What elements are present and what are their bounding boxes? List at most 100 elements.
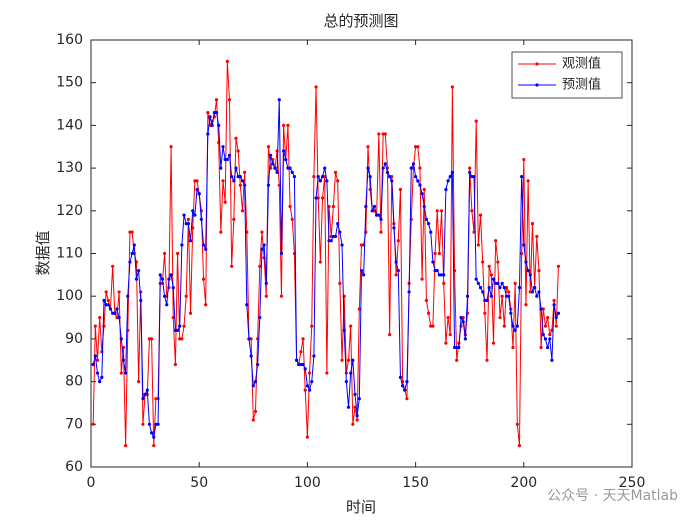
- data-point: [398, 375, 403, 379]
- data-point: [383, 162, 387, 166]
- data-point: [526, 179, 530, 183]
- data-point: [175, 328, 180, 332]
- data-point: [147, 422, 152, 426]
- data-point: [258, 315, 262, 320]
- data-point: [318, 179, 322, 183]
- data-point: [333, 170, 338, 174]
- data-point: [320, 196, 325, 200]
- data-point: [126, 294, 130, 298]
- data-point: [411, 162, 416, 166]
- data-point: [152, 444, 156, 448]
- data-point: [431, 324, 435, 328]
- data-point: [188, 311, 193, 315]
- data-point: [416, 179, 420, 183]
- data-point: [134, 277, 139, 281]
- data-point: [483, 311, 487, 315]
- legend-box: [511, 51, 623, 99]
- data-point: [426, 311, 431, 315]
- data-point: [481, 260, 485, 264]
- data-point: [418, 166, 422, 170]
- data-point: [344, 380, 348, 384]
- data-point: [128, 260, 132, 264]
- data-point: [461, 320, 465, 324]
- data-point: [156, 422, 160, 426]
- data-point: [457, 345, 461, 350]
- data-point: [305, 435, 309, 439]
- data-point: [303, 367, 307, 371]
- data-point: [502, 324, 506, 328]
- data-point: [301, 362, 305, 367]
- data-point: [390, 179, 394, 183]
- data-point: [496, 260, 500, 264]
- y-tick-label: 130: [56, 160, 83, 176]
- data-point: [478, 213, 483, 217]
- data-point: [124, 371, 128, 375]
- data-point: [530, 290, 535, 294]
- data-point: [227, 153, 232, 157]
- data-point: [537, 290, 541, 294]
- data-point: [396, 239, 400, 243]
- data-point: [171, 286, 175, 290]
- data-point: [108, 307, 113, 311]
- data-point: [498, 286, 502, 290]
- data-point: [238, 183, 242, 187]
- data-point: [474, 119, 478, 123]
- data-point: [307, 388, 312, 392]
- data-point: [95, 371, 100, 375]
- data-point: [405, 397, 409, 401]
- data-point: [388, 333, 392, 337]
- data-point: [556, 264, 561, 268]
- data-point: [325, 179, 329, 183]
- data-point: [405, 380, 409, 384]
- data-point: [288, 204, 292, 209]
- data-point: [210, 123, 214, 127]
- data-point: [548, 333, 552, 337]
- data-point: [204, 247, 208, 251]
- data-point: [448, 333, 452, 337]
- data-point: [113, 311, 117, 315]
- data-point: [219, 230, 223, 234]
- data-point: [141, 422, 145, 426]
- data-point: [310, 380, 314, 384]
- data-point: [312, 175, 316, 179]
- data-point: [507, 294, 511, 298]
- data-point: [338, 230, 342, 234]
- data-point: [550, 358, 554, 362]
- data-point: [191, 209, 195, 213]
- data-point: [424, 217, 429, 221]
- data-point: [160, 277, 165, 281]
- data-point: [537, 268, 541, 273]
- data-point: [204, 303, 208, 307]
- data-point: [162, 294, 167, 298]
- legend-label: 观测值: [562, 56, 601, 72]
- data-point: [197, 192, 201, 196]
- data-point: [543, 337, 548, 341]
- data-point: [498, 315, 502, 320]
- data-point: [470, 209, 474, 213]
- data-point: [403, 388, 407, 392]
- data-point: [329, 239, 333, 243]
- data-point: [279, 294, 284, 298]
- data-point: [180, 243, 184, 247]
- data-point: [137, 268, 141, 273]
- data-point: [394, 273, 398, 277]
- legend-marker: [535, 83, 539, 87]
- data-point: [522, 157, 526, 162]
- data-point: [314, 196, 318, 200]
- data-point: [320, 175, 325, 179]
- data-point: [106, 303, 110, 307]
- data-point: [546, 315, 550, 320]
- data-point: [141, 397, 145, 401]
- data-point: [437, 251, 442, 256]
- data-point: [269, 153, 273, 157]
- data-point: [314, 85, 318, 89]
- data-point: [383, 132, 387, 136]
- data-point: [206, 110, 210, 115]
- data-point: [145, 388, 149, 392]
- data-point: [91, 362, 95, 367]
- data-point: [243, 170, 247, 174]
- data-point: [184, 294, 188, 298]
- data-point: [271, 162, 275, 166]
- data-point: [106, 298, 110, 303]
